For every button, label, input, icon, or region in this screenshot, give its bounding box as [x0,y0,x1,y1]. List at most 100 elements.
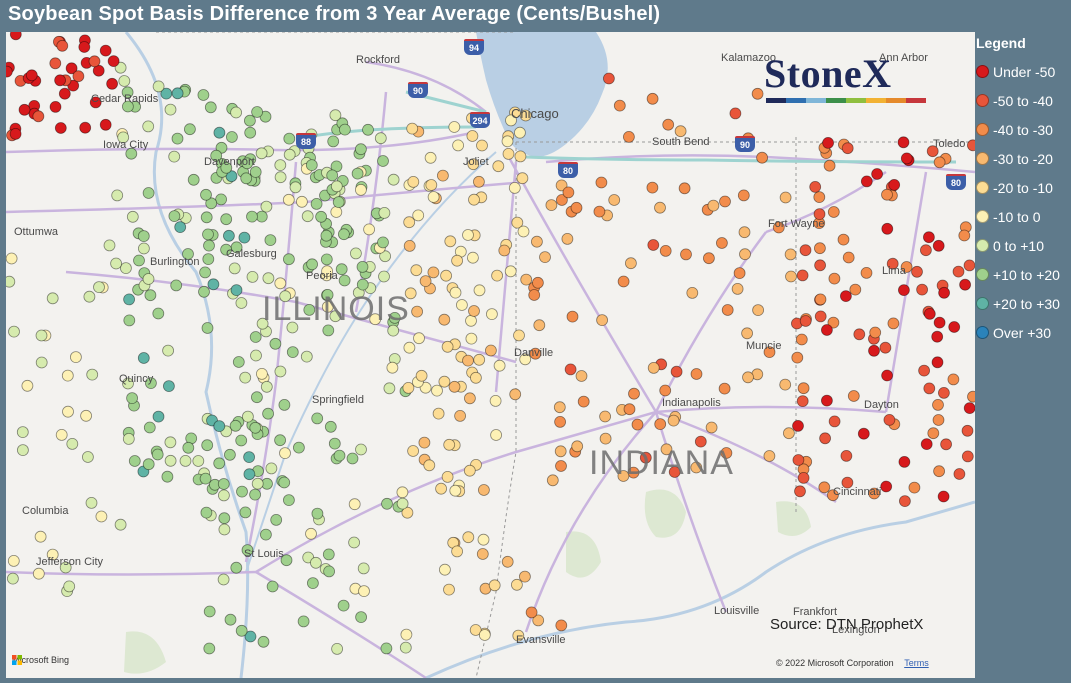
basis-marker[interactable] [356,278,369,291]
basis-marker[interactable] [201,322,214,334]
basis-marker[interactable] [83,290,96,303]
basis-marker[interactable] [797,382,810,395]
basis-marker[interactable] [305,159,318,172]
basis-marker[interactable] [721,304,734,316]
basis-marker[interactable] [279,447,291,460]
basis-marker[interactable] [510,578,523,591]
basis-marker[interactable] [330,160,343,173]
basis-marker[interactable] [938,386,950,399]
basis-marker[interactable] [171,87,184,100]
basis-marker[interactable] [249,166,262,178]
basis-marker[interactable] [646,92,659,105]
basis-marker[interactable] [828,272,841,285]
basis-marker[interactable] [466,130,479,142]
basis-marker[interactable] [751,87,764,100]
basis-marker[interactable] [916,283,928,296]
basis-marker[interactable] [241,544,254,556]
basis-marker[interactable] [217,573,230,586]
basis-marker[interactable] [128,455,141,467]
basis-marker[interactable] [932,414,945,426]
basis-marker[interactable] [484,344,497,357]
basis-marker[interactable] [164,103,177,116]
basis-marker[interactable] [595,176,608,189]
basis-marker[interactable] [603,72,615,85]
basis-marker[interactable] [837,233,850,246]
basis-marker[interactable] [244,630,257,643]
basis-marker[interactable] [321,288,334,301]
basis-marker[interactable] [561,232,574,245]
basis-marker[interactable] [79,121,92,134]
basis-marker[interactable] [553,401,566,414]
basis-marker[interactable] [932,239,945,252]
basis-marker[interactable] [463,464,476,477]
basis-marker[interactable] [137,230,150,243]
basis-marker[interactable] [516,172,529,185]
basis-marker[interactable] [849,283,862,296]
basis-marker[interactable] [617,275,630,288]
basis-marker[interactable] [164,436,177,449]
basis-marker[interactable] [926,145,939,158]
basis-marker[interactable] [403,216,416,229]
basis-marker[interactable] [813,208,826,221]
basis-marker[interactable] [152,307,165,320]
basis-marker[interactable] [418,436,431,449]
basis-marker[interactable] [860,175,873,188]
basis-marker[interactable] [65,62,78,75]
basis-marker[interactable] [931,330,944,343]
basis-marker[interactable] [401,506,414,519]
basis-marker[interactable] [259,110,272,123]
basis-marker[interactable] [200,211,213,224]
basis-marker[interactable] [85,496,98,509]
basis-marker[interactable] [469,371,482,384]
basis-marker[interactable] [654,418,667,431]
basis-marker[interactable] [920,244,932,257]
basis-marker[interactable] [328,437,341,450]
basis-marker[interactable] [274,159,287,172]
basis-marker[interactable] [240,172,253,185]
basis-marker[interactable] [300,350,313,363]
basis-marker[interactable] [467,158,480,171]
basis-marker[interactable] [739,248,751,261]
basis-marker[interactable] [200,188,212,201]
basis-marker[interactable] [404,287,417,300]
basis-marker[interactable] [613,99,626,112]
basis-marker[interactable] [286,321,299,334]
basis-marker[interactable] [246,210,258,223]
basis-marker[interactable] [485,308,498,321]
basis-marker[interactable] [278,476,291,489]
basis-marker[interactable] [182,441,195,454]
basis-marker[interactable] [82,451,94,463]
basis-marker[interactable] [168,150,181,163]
basis-marker[interactable] [659,244,672,257]
basis-marker[interactable] [309,556,322,569]
basis-marker[interactable] [887,317,900,330]
basis-marker[interactable] [438,375,451,388]
basis-marker[interactable] [387,173,400,186]
basis-marker[interactable] [324,420,337,433]
basis-marker[interactable] [493,359,506,372]
basis-marker[interactable] [498,244,511,257]
basis-marker[interactable] [142,458,155,471]
basis-marker[interactable] [241,410,254,423]
basis-marker[interactable] [7,555,20,567]
basis-marker[interactable] [265,462,278,475]
basis-marker[interactable] [238,231,251,244]
basis-marker[interactable] [647,361,660,374]
basis-marker[interactable] [220,213,233,226]
basis-marker[interactable] [289,181,302,194]
basis-marker[interactable] [465,332,478,345]
basis-marker[interactable] [799,315,812,327]
basis-marker[interactable] [187,173,200,186]
basis-marker[interactable] [853,328,866,341]
basis-marker[interactable] [424,151,437,164]
basis-marker[interactable] [280,554,293,567]
basis-marker[interactable] [857,427,870,440]
basis-marker[interactable] [531,235,543,248]
basis-marker[interactable] [680,248,692,261]
basis-marker[interactable] [617,470,630,482]
basis-marker[interactable] [235,434,248,447]
basis-marker[interactable] [491,269,504,282]
basis-marker[interactable] [440,269,453,282]
basis-marker[interactable] [923,382,936,395]
basis-marker[interactable] [330,180,343,193]
